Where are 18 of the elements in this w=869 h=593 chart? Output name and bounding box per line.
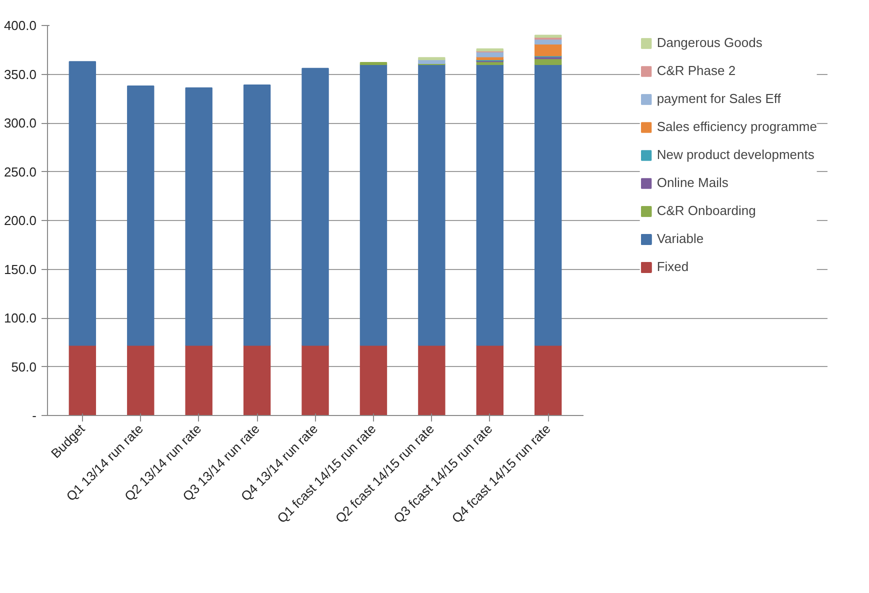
legend-label: Variable [656, 231, 704, 246]
y-tick-label: 200.0 [4, 213, 37, 228]
y-tick-label: 100.0 [4, 310, 37, 326]
legend-label: payment for Sales Eff [656, 91, 781, 106]
y-tick-label: 150.0 [4, 262, 37, 277]
y-tick-label: 300.0 [4, 116, 37, 130]
y-tick-label: 350.0 [4, 66, 37, 82]
legend-label: Online Mails [656, 175, 728, 190]
legend-label: C&R Phase 2 [656, 63, 736, 78]
legend-label: Fixed [656, 259, 689, 274]
y-tick-label: - [32, 408, 37, 423]
y-tick-label: 50.0 [11, 359, 37, 374]
y-tick-label: 400.0 [4, 18, 37, 33]
legend-label: C&R Onboarding [656, 203, 756, 218]
y-tick-label: 250.0 [4, 164, 37, 180]
legend-label: New product developments [656, 147, 814, 162]
legend-label: Sales efficiency programme [656, 119, 817, 134]
legend-label: Dangerous Goods [656, 35, 762, 50]
